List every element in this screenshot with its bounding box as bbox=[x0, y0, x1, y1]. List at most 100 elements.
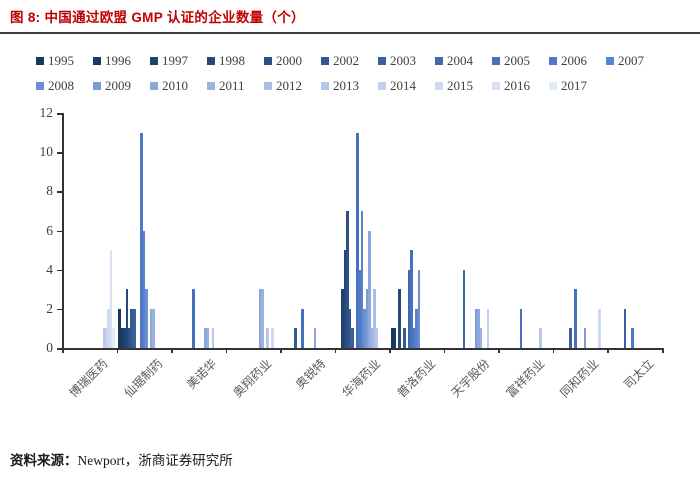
legend-item-2005: 2005 bbox=[492, 48, 549, 73]
y-axis-tick bbox=[57, 230, 62, 232]
legend-year-label: 2004 bbox=[447, 53, 473, 68]
legend-year-label: 1996 bbox=[105, 53, 131, 68]
bar-天宇股份-2011 bbox=[479, 328, 483, 348]
legend-year-label: 2006 bbox=[561, 53, 587, 68]
y-axis-tick bbox=[57, 308, 62, 311]
legend-item-2008: 2008 bbox=[36, 73, 93, 98]
legend-year-label: 2012 bbox=[276, 78, 302, 93]
x-axis-label-text: 奥锐特 bbox=[293, 356, 329, 392]
legend-swatch-2002 bbox=[321, 56, 329, 65]
legend-year-label: 2000 bbox=[276, 53, 302, 68]
bar-华海药业-1998 bbox=[343, 250, 347, 348]
y-axis-label: 0 bbox=[46, 340, 53, 355]
x-axis-tick bbox=[498, 348, 500, 353]
legend-year-label: 2011 bbox=[219, 78, 245, 93]
x-axis-tick bbox=[443, 348, 446, 353]
bar-普洛药业-2004 bbox=[408, 269, 411, 348]
legend-year-label: 2015 bbox=[447, 78, 473, 93]
bar-美诺华-2010 bbox=[204, 328, 208, 348]
bar-仙琚制药-1998 bbox=[125, 289, 129, 348]
x-axis-tick bbox=[662, 348, 664, 353]
bar-chart: 0 2 4 6 8 10 12 博瑞医药 仙琚制药 美诺华 奥翔药业 奥锐特 华海药业 普洛药业 天宇股份富… bbox=[0, 100, 700, 430]
legend-swatch-2017 bbox=[549, 81, 557, 90]
bar-仙琚制药-2006 bbox=[140, 132, 143, 348]
x-axis-tick bbox=[225, 348, 228, 353]
bar-华海药业-2012 bbox=[372, 289, 376, 348]
legend-item-2015: 2015 bbox=[435, 73, 492, 98]
bar-华海药业-2002 bbox=[348, 308, 352, 348]
bar-仙琚制药-2007 bbox=[142, 230, 146, 348]
legend-swatch-2011 bbox=[207, 81, 215, 90]
legend-swatch-2009 bbox=[93, 81, 101, 90]
bar-仙琚制药-2002 bbox=[130, 308, 134, 348]
bar-仙琚制药-2000 bbox=[128, 328, 131, 348]
legend-year-label: 1997 bbox=[162, 53, 188, 68]
legend-item-1995: 1995 bbox=[36, 48, 93, 73]
legend-swatch-2010 bbox=[150, 81, 158, 90]
legend-year-label: 1995 bbox=[48, 53, 74, 68]
bar-奥翔药业-2011 bbox=[261, 289, 264, 348]
legend-year-label: 2017 bbox=[561, 78, 587, 93]
legend-swatch-2014 bbox=[378, 81, 386, 90]
x-axis-label-text: 同和药业 bbox=[557, 356, 602, 401]
bar-富祥药业-2005 bbox=[519, 308, 523, 348]
x-axis-label-text: 奥翔药业 bbox=[230, 356, 275, 401]
bar-奥翔药业-2013 bbox=[266, 328, 269, 348]
bar-仙琚制药-2010 bbox=[149, 308, 153, 348]
x-axis-label-text: 普洛药业 bbox=[393, 356, 438, 401]
legend-item-2006: 2006 bbox=[549, 48, 606, 73]
legend-year-label: 2013 bbox=[333, 78, 359, 93]
bar-普洛药业-2008 bbox=[417, 269, 421, 348]
bar-奥锐特-2010 bbox=[313, 328, 317, 348]
x-axis-label-text: 美诺华 bbox=[184, 356, 220, 392]
x-axis-tick bbox=[171, 348, 173, 353]
x-axis-label-text: 天宇股份 bbox=[448, 356, 493, 401]
bar-博瑞医药-2014 bbox=[105, 328, 108, 348]
legend-swatch-2012 bbox=[264, 81, 272, 90]
x-axis-tick bbox=[607, 348, 609, 353]
bar-华海药业-2008 bbox=[363, 308, 366, 348]
legend-year-label: 2009 bbox=[105, 78, 131, 93]
legend-item-2014: 2014 bbox=[378, 73, 435, 98]
x-axis-label-text: 华海药业 bbox=[339, 356, 384, 401]
x-axis-tick bbox=[116, 348, 119, 353]
y-axis-label: 12 bbox=[39, 105, 54, 120]
legend-item-2016: 2016 bbox=[492, 73, 549, 98]
bar-仙琚制药-2011 bbox=[152, 308, 155, 348]
bar-同和药业-2005 bbox=[574, 289, 577, 348]
bar-司太立-2003 bbox=[623, 308, 627, 348]
bar-仙琚制药-2003 bbox=[132, 308, 136, 348]
legend-year-label: 2014 bbox=[390, 78, 416, 93]
bar-美诺华-2011 bbox=[206, 328, 210, 348]
legend-swatch-1997 bbox=[150, 56, 158, 65]
source-line: 资料来源：Newport，浙商证券研究所 bbox=[10, 449, 233, 469]
legend-item-2003: 2003 bbox=[378, 48, 435, 73]
x-axis-tick bbox=[280, 348, 282, 353]
x-axis-tick bbox=[62, 348, 64, 353]
bar-博瑞医药-2016 bbox=[109, 250, 113, 348]
legend-item-2010: 2010 bbox=[150, 73, 207, 98]
legend-year-label: 2003 bbox=[390, 53, 416, 68]
bar-华海药业-2009 bbox=[365, 289, 369, 348]
legend-swatch-2006 bbox=[549, 56, 557, 65]
legend-year-label: 2002 bbox=[333, 53, 359, 68]
bar-普洛药业-2006 bbox=[412, 328, 416, 348]
bar-华海药业-2000 bbox=[346, 210, 349, 348]
bar-仙琚制药-1997 bbox=[123, 328, 126, 348]
legend-swatch-2008 bbox=[36, 81, 44, 90]
y-axis-line bbox=[62, 113, 64, 348]
legend-item-1997: 1997 bbox=[150, 48, 207, 73]
bar-博瑞医药-2015 bbox=[107, 308, 111, 348]
bar-普洛药业-1998 bbox=[398, 289, 401, 348]
bar-富祥药业-2013 bbox=[538, 328, 542, 348]
y-axis-label: 8 bbox=[46, 183, 53, 199]
bar-天宇股份-2010 bbox=[477, 308, 480, 348]
legend-swatch-2004 bbox=[435, 56, 443, 65]
legend-swatch-2007 bbox=[606, 56, 614, 65]
bar-华海药业-2013 bbox=[375, 328, 378, 348]
legend-year-label: 2008 bbox=[48, 78, 74, 93]
bar-普洛药业-2005 bbox=[410, 250, 414, 348]
legend-swatch-1995 bbox=[36, 56, 44, 65]
legend-item-2007: 2007 bbox=[606, 48, 663, 73]
